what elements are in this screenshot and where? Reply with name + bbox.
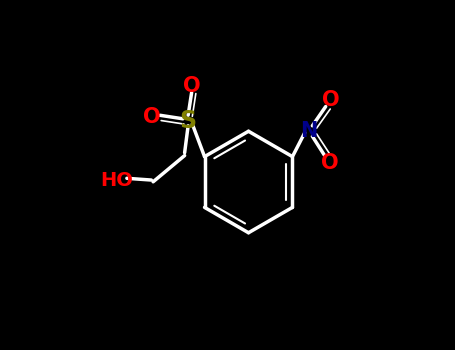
- Text: HO: HO: [100, 170, 133, 190]
- Text: O: O: [321, 153, 339, 173]
- Text: O: O: [322, 90, 340, 110]
- Text: S: S: [180, 108, 197, 133]
- Text: N: N: [300, 121, 318, 141]
- Text: O: O: [143, 107, 161, 127]
- Text: O: O: [183, 76, 201, 96]
